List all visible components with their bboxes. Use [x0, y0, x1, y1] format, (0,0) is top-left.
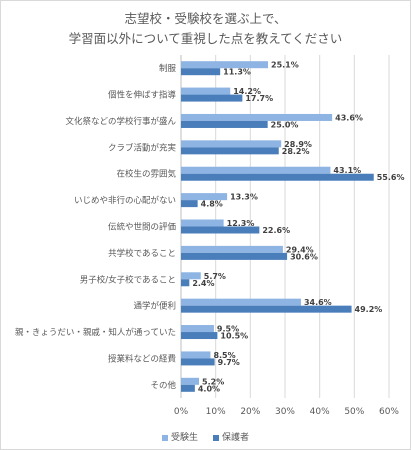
- data-label: 9.5%: [217, 325, 239, 334]
- category-label: クラブ活動が充実: [108, 142, 177, 153]
- data-label: 34.6%: [304, 298, 332, 307]
- bar-2: [181, 94, 243, 102]
- chart-title-line-1: 志望校・受験校を選ぶ上で、: [124, 11, 287, 26]
- data-label: 28.9%: [284, 140, 312, 149]
- bar-2: [181, 226, 260, 234]
- bar-1: [181, 166, 331, 174]
- bar-2: [181, 200, 198, 208]
- data-label: 5.7%: [204, 272, 226, 281]
- category-label: その他: [150, 380, 176, 391]
- category-label: 文化祭などの学校行事が盛ん: [65, 116, 176, 127]
- legend-item-series-1: 受験生: [162, 430, 198, 443]
- data-label: 2.4%: [192, 279, 214, 288]
- bar-1: [181, 245, 283, 253]
- data-label: 12.3%: [227, 219, 255, 228]
- category-label: 授業料などの経費: [108, 353, 177, 364]
- data-label: 13.3%: [230, 193, 258, 202]
- data-label: 17.7%: [245, 94, 273, 103]
- bar-1: [181, 140, 282, 148]
- category-label: 伝統や世間の評価: [108, 222, 177, 233]
- category-label: 男子校/女子校であること: [80, 274, 176, 285]
- bar-1: [181, 113, 333, 121]
- bar-1: [181, 298, 301, 306]
- data-label: 55.6%: [377, 173, 405, 182]
- bar-1: [181, 193, 228, 201]
- legend-swatch-series-2: [212, 434, 219, 441]
- x-tick-label: 0%: [174, 407, 189, 417]
- data-label: 43.1%: [333, 166, 361, 175]
- x-tick-label: 50%: [344, 407, 364, 417]
- data-label: 4.8%: [201, 200, 223, 209]
- x-tick-label: 20%: [240, 407, 260, 417]
- bar-2: [181, 68, 221, 76]
- data-label: 49.2%: [355, 305, 383, 314]
- category-label: 個性を伸ばす指導: [108, 90, 177, 101]
- category-label: 制服: [159, 63, 177, 74]
- data-label: 29.4%: [286, 245, 314, 254]
- bar-1: [181, 377, 200, 385]
- data-label: 4.0%: [198, 384, 220, 393]
- x-tick-label: 10%: [206, 407, 226, 417]
- data-label: 30.6%: [290, 252, 318, 261]
- bar-2: [181, 147, 279, 155]
- bar-2: [181, 332, 218, 340]
- bar-1: [181, 272, 201, 280]
- data-label: 8.5%: [213, 351, 235, 360]
- bar-1: [181, 61, 269, 69]
- bar-1: [181, 219, 224, 227]
- legend-swatch-series-1: [162, 434, 169, 441]
- legend-item-series-2: 保護者: [212, 430, 249, 443]
- bar-1: [181, 87, 231, 95]
- category-label: 共学校であること: [108, 248, 176, 259]
- bar-2: [181, 252, 288, 260]
- bar-2: [181, 279, 190, 287]
- data-label: 14.2%: [233, 87, 261, 96]
- category-label: いじめや非行の心配がない: [74, 195, 176, 206]
- category-label: 在校生の雰囲気: [116, 169, 176, 180]
- chart-title-line-2: 学習面以外について重視した点を教えてください: [68, 31, 343, 46]
- x-tick-label: 40%: [310, 407, 330, 417]
- x-tick-label: 30%: [275, 407, 295, 417]
- bar-2: [181, 173, 374, 181]
- chart-legend: 受験生 保護者: [0, 430, 411, 443]
- data-label: 5.2%: [202, 377, 224, 386]
- data-label: 9.7%: [218, 358, 240, 367]
- legend-label-series-2: 保護者: [221, 433, 249, 443]
- bar-2: [181, 384, 195, 392]
- category-label: 通学が便利: [133, 301, 176, 312]
- data-label: 28.2%: [282, 147, 310, 156]
- data-label: 10.5%: [220, 332, 248, 341]
- x-tick-label: 60%: [379, 407, 399, 417]
- bar-2: [181, 120, 268, 128]
- data-label: 25.1%: [271, 61, 299, 70]
- data-label: 22.6%: [262, 226, 290, 235]
- data-label: 25.0%: [271, 120, 299, 129]
- data-label: 11.3%: [223, 68, 251, 77]
- bar-2: [181, 358, 215, 366]
- bar-2: [181, 305, 352, 313]
- data-label: 43.6%: [335, 113, 363, 122]
- legend-label-series-1: 受験生: [171, 433, 199, 443]
- category-label: 親・きょうだい・親戚・知人が通っていた: [15, 327, 176, 338]
- bar-1: [181, 325, 214, 333]
- bar-1: [181, 351, 211, 359]
